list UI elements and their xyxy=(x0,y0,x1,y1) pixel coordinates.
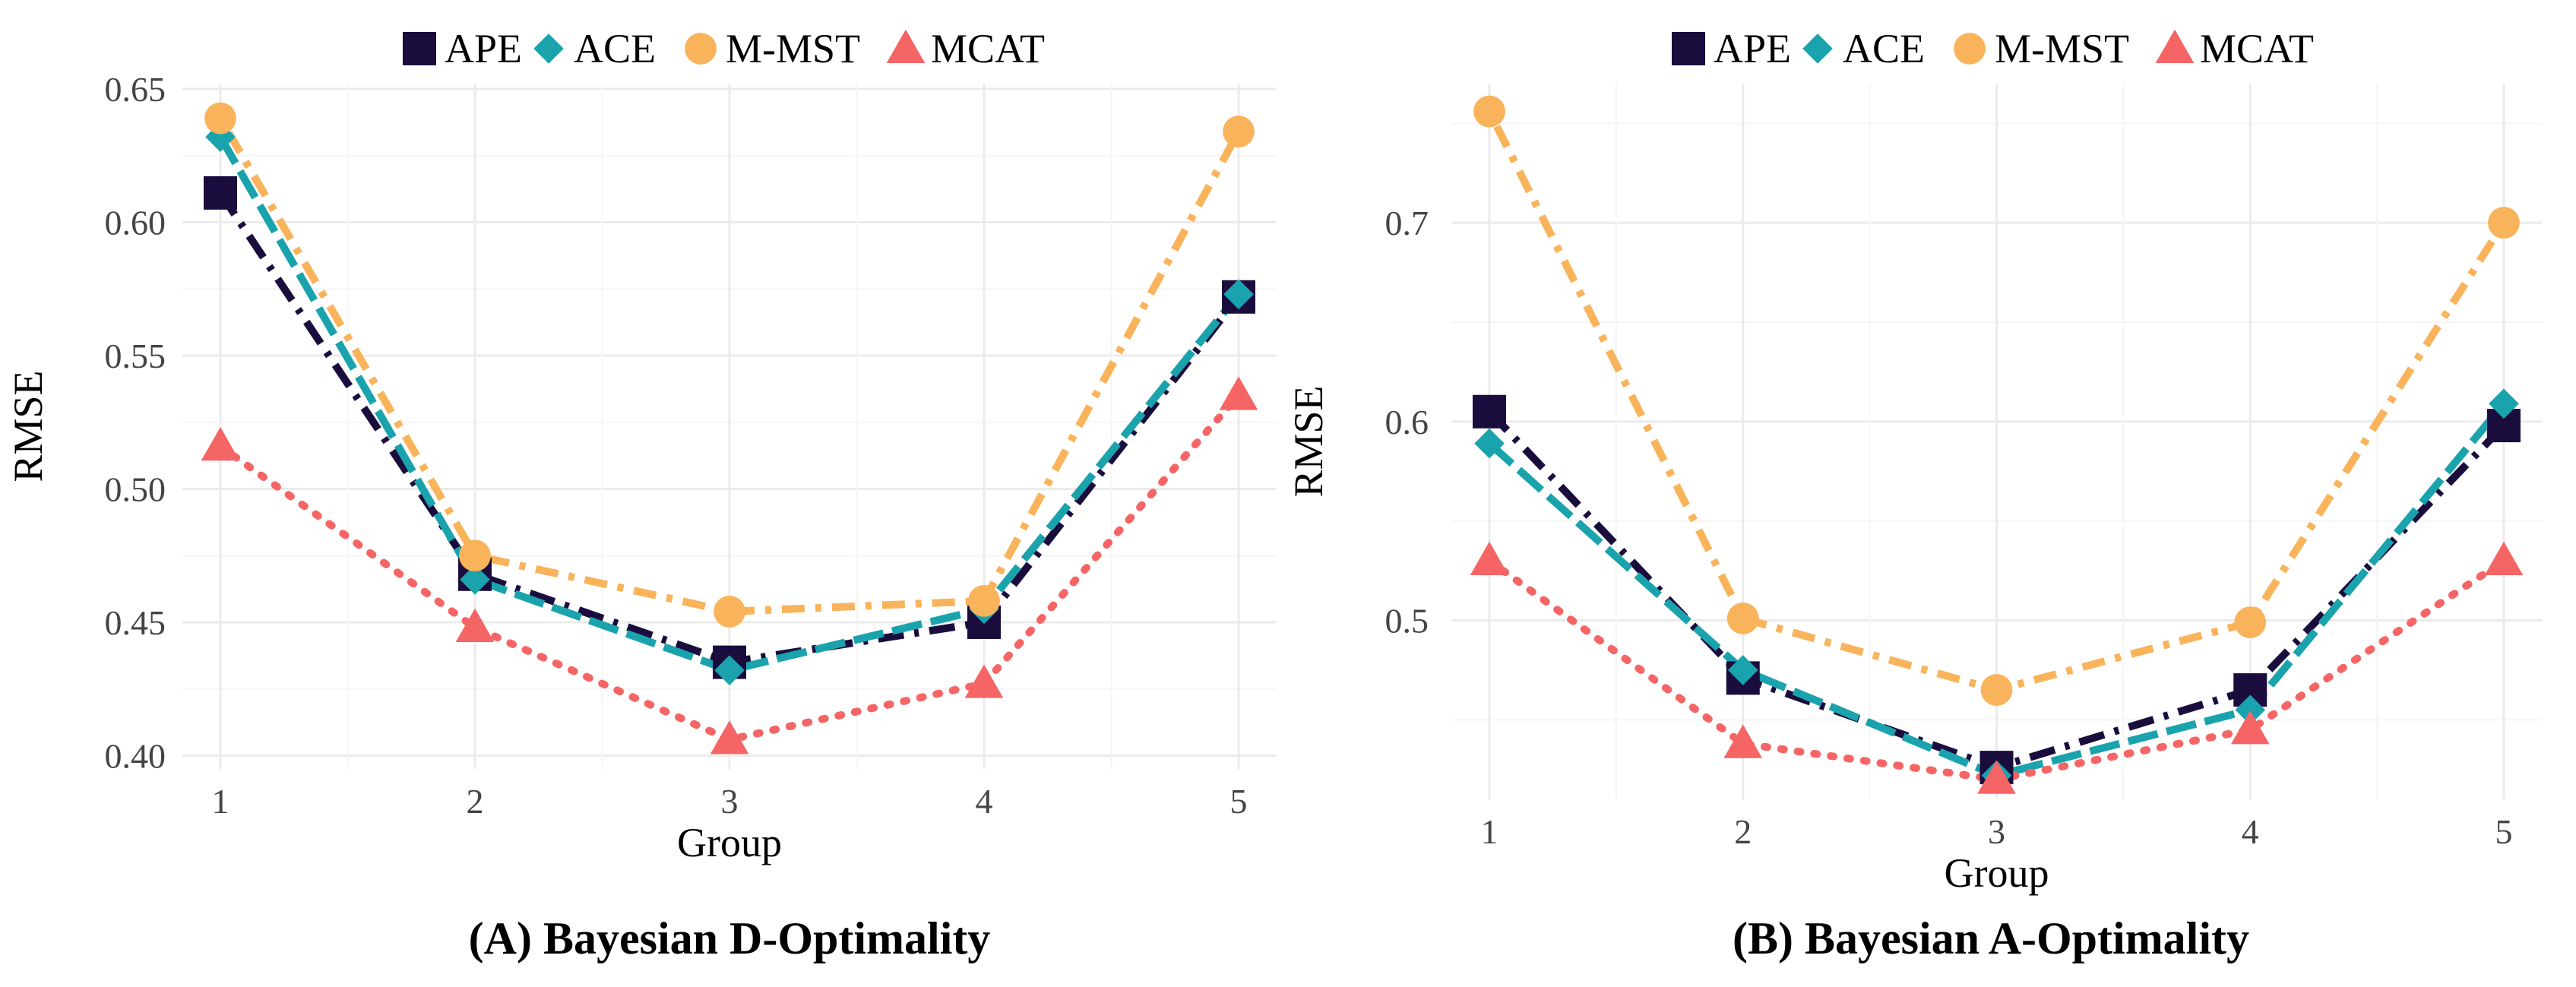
y-tick-label: 0.50 xyxy=(105,470,166,508)
y-axis-title: RMSE xyxy=(1286,385,1331,497)
series-a xyxy=(201,102,1258,754)
x-tick-label: 3 xyxy=(721,782,739,821)
legend-label-m-mst: M-MST xyxy=(1995,26,2129,71)
point-m-mst xyxy=(714,596,745,628)
legend-key-ace xyxy=(533,33,564,64)
y-tick-label: 0.7 xyxy=(1385,204,1429,242)
point-ape xyxy=(204,176,237,210)
x-tick-label: 2 xyxy=(467,782,484,821)
legend-label-ace: ACE xyxy=(1843,26,1925,71)
legend-key-ape xyxy=(403,32,436,65)
x-tick-label: 1 xyxy=(212,782,229,821)
legend-label-ape: APE xyxy=(1714,26,1791,71)
x-tick-label: 4 xyxy=(2242,812,2259,851)
point-m-mst xyxy=(1223,115,1255,148)
legend-key-ace xyxy=(1802,33,1833,64)
legend-label-mcat: MCAT xyxy=(2200,26,2314,71)
point-m-mst xyxy=(2488,207,2520,239)
panel-caption: (B) Bayesian A-Optimality xyxy=(1733,913,2249,963)
point-mcat xyxy=(710,720,749,754)
point-mcat xyxy=(1977,760,2016,794)
x-axis-title: Group xyxy=(1945,850,2049,896)
series-b xyxy=(1470,95,2524,794)
legend-b: APE ACE M-MST MCAT xyxy=(1672,26,2314,71)
x-tick-label: 1 xyxy=(1481,812,1498,851)
point-ace xyxy=(714,655,745,685)
y-tick-label: 0.6 xyxy=(1385,403,1429,441)
point-m-mst xyxy=(1980,674,2013,706)
point-mcat xyxy=(1723,724,1763,758)
legend-key-mcat xyxy=(2155,29,2195,63)
point-mcat xyxy=(455,608,495,642)
y-tick-label: 0.55 xyxy=(105,337,166,375)
y-tick-label: 0.40 xyxy=(105,736,166,775)
point-m-mst xyxy=(968,584,1000,617)
point-mcat xyxy=(2230,710,2270,745)
legend-key-m-mst xyxy=(1954,33,1986,65)
legend-key-mcat xyxy=(886,29,926,63)
legend-label-ace: ACE xyxy=(574,26,656,71)
point-ace xyxy=(1223,279,1254,310)
panel-b: 0.5 0.6 0.7 1 2 3 4 5 Group RMSE (B) Bayesian A-Op… xyxy=(1286,84,2542,963)
series-line-m-mst xyxy=(217,116,1242,615)
legend-label-ape: APE xyxy=(445,26,522,71)
x-tick-label: 5 xyxy=(2495,812,2513,851)
point-mcat xyxy=(2484,541,2524,575)
x-tick-label: 5 xyxy=(1230,782,1248,821)
point-m-mst xyxy=(459,539,491,572)
y-tick-label: 0.5 xyxy=(1385,602,1429,641)
legend-label-m-mst: M-MST xyxy=(726,26,860,71)
legend-a: APE ACE M-MST MCAT xyxy=(403,26,1045,71)
y-axis-title: RMSE xyxy=(5,370,51,482)
point-ace xyxy=(2235,694,2266,726)
point-m-mst xyxy=(1473,95,1505,128)
panel-a: 0.40 0.45 0.50 0.55 0.60 0.65 1 2 3 4 5 Group RMSE (A… xyxy=(5,70,1277,963)
x-tick-label: 2 xyxy=(1734,812,1752,851)
point-ace xyxy=(1474,428,1505,459)
legend-key-m-mst xyxy=(685,33,717,65)
y-tick-label: 0.45 xyxy=(105,603,166,642)
x-tick-label: 3 xyxy=(1988,812,2005,851)
point-ace xyxy=(1727,655,1758,685)
point-ace xyxy=(2489,388,2519,419)
point-m-mst xyxy=(2234,606,2267,639)
point-mcat xyxy=(201,427,240,461)
point-mcat xyxy=(964,664,1004,698)
point-ace xyxy=(460,565,490,595)
y-tick-label: 0.65 xyxy=(105,70,166,109)
point-m-mst xyxy=(204,102,236,134)
panel-caption: (A) Bayesian D-Optimality xyxy=(469,913,991,963)
legend-key-ape xyxy=(1672,32,1705,65)
x-tick-label: 4 xyxy=(976,782,993,821)
point-mcat xyxy=(1219,376,1258,410)
point-m-mst xyxy=(1726,602,1759,634)
x-axis-title: Group xyxy=(677,820,782,865)
point-ape xyxy=(1473,394,1506,429)
legend-label-mcat: MCAT xyxy=(931,26,1045,71)
y-tick-label: 0.60 xyxy=(105,204,166,242)
point-mcat xyxy=(1470,541,1509,575)
